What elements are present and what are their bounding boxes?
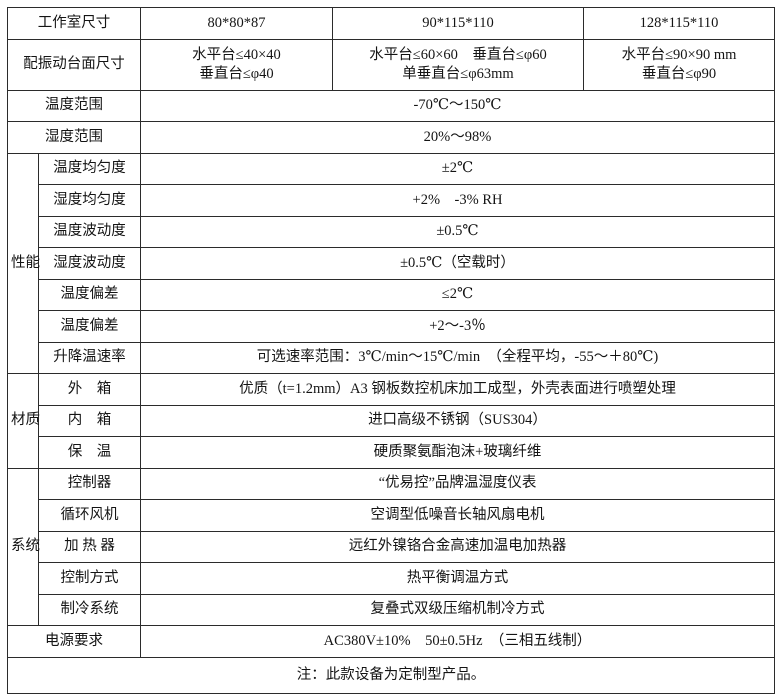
cell-temp-fluctuation-value: ±0.5℃ xyxy=(140,215,775,248)
row-label-temp-deviation: 温度偏差 xyxy=(38,278,141,311)
cell-inner-box-value: 进口高级不锈钢（SUS304） xyxy=(140,404,775,437)
row-label-chamber-size: 工作室尺寸 xyxy=(7,7,141,40)
table-row-temp-uniformity: 性能 温度均匀度 ±2℃ xyxy=(7,152,775,374)
table-row-refrigeration-system: 制冷系统 复叠式双级压缩机制冷方式 xyxy=(8,593,775,626)
note-text: 注：此款设备为定制型产品。 xyxy=(7,656,775,694)
table-row-circulation-fan: 循环风机 空调型低噪音长轴风扇电机 xyxy=(8,499,775,532)
row-label-circulation-fan: 循环风机 xyxy=(38,499,141,532)
row-label-power-requirement: 电源要求 xyxy=(7,625,141,658)
row-label-outer-box: 外 箱 xyxy=(38,373,141,406)
table-row-chamber-size: 工作室尺寸 80*80*87 90*115*110 128*115*110 xyxy=(7,7,775,40)
category-system: 系统 xyxy=(7,467,40,626)
cell-ramp-rate-value: 可选速率范围：3℃/min～15℃/min （全程平均，-55～＋80℃) xyxy=(140,341,775,374)
cell-chamber-size-model-1: 80*80*87 xyxy=(140,7,333,40)
cell-temp-uniformity-value: ±2℃ xyxy=(140,152,775,185)
row-label-temp-range: 温度范围 xyxy=(7,89,141,122)
row-label-vibration-table-size: 配振动台面尺寸 xyxy=(7,38,141,91)
cell-insulation-value: 硬质聚氨酯泡沫+玻璃纤维 xyxy=(140,436,775,469)
table-row-insulation: 保 温 硬质聚氨酯泡沫+玻璃纤维 xyxy=(8,436,775,469)
cell-chamber-size-model-2: 90*115*110 xyxy=(332,7,584,40)
row-label-ramp-rate: 升降温速率 xyxy=(38,341,141,374)
table-row-controller: 系统 控制器 “优易控”品牌温湿度仪表 xyxy=(7,467,775,626)
table-row-outer-box: 材质 外 箱 优质（t=1.2mm）A3 钢板数控机床加工成型，外壳表面进行喷塑… xyxy=(7,373,775,469)
table-row-power-requirement: 电源要求 AC380V±10% 50±0.5Hz （三相五线制） xyxy=(7,625,775,658)
row-label-inner-box: 内 箱 xyxy=(38,404,141,437)
cell-vibration-size-model-3-line-2: 垂直台≤φ90 xyxy=(641,65,717,82)
table-row-temp-range: 温度范围 -70℃～150℃ xyxy=(7,89,775,122)
cell-humidity-range-value: 20%～98% xyxy=(140,121,775,154)
category-performance: 性能 xyxy=(7,152,40,374)
cell-temp-deviation-2-value: +2～-3％ xyxy=(140,310,775,343)
cell-temp-range-value: -70℃～150℃ xyxy=(140,89,775,122)
cell-vibration-size-model-1: 水平台≤40×40 垂直台≤φ40 xyxy=(140,38,333,91)
table-row-temp-deviation: 温度偏差 ≤2℃ xyxy=(8,278,775,311)
cell-circulation-fan-value: 空调型低噪音长轴风扇电机 xyxy=(140,499,775,532)
cell-vibration-size-model-1-line-1: 水平台≤40×40 xyxy=(192,46,281,63)
cell-vibration-size-model-3: 水平台≤90×90 mm 垂直台≤φ90 xyxy=(583,38,775,91)
table-row-humidity-uniformity: 湿度均匀度 +2% -3% RH xyxy=(8,184,775,217)
row-label-control-method: 控制方式 xyxy=(38,562,141,595)
row-label-humidity-range: 湿度范围 xyxy=(7,121,141,154)
row-label-humidity-fluctuation: 湿度波动度 xyxy=(38,247,141,280)
cell-chamber-size-model-3: 128*115*110 xyxy=(583,7,775,40)
table-row-temp-fluctuation: 温度波动度 ±0.5℃ xyxy=(8,215,775,248)
category-material: 材质 xyxy=(7,373,40,469)
row-label-insulation: 保 温 xyxy=(38,436,141,469)
table-row-humidity-range: 湿度范围 20%～98% xyxy=(7,121,775,154)
table-row-control-method: 控制方式 热平衡调温方式 xyxy=(8,562,775,595)
specification-table: 工作室尺寸 80*80*87 90*115*110 128*115*110 配振… xyxy=(7,7,775,694)
cell-power-requirement-value: AC380V±10% 50±0.5Hz （三相五线制） xyxy=(140,625,775,658)
cell-control-method-value: 热平衡调温方式 xyxy=(140,562,775,595)
cell-refrigeration-system-value: 复叠式双级压缩机制冷方式 xyxy=(140,593,775,626)
table-row-ramp-rate: 升降温速率 可选速率范围：3℃/min～15℃/min （全程平均，-55～＋8… xyxy=(8,341,775,374)
row-label-temp-uniformity: 温度均匀度 xyxy=(38,152,141,185)
cell-humidity-fluctuation-value: ±0.5℃（空载时） xyxy=(140,247,775,280)
cell-vibration-size-model-1-line-2: 垂直台≤φ40 xyxy=(199,65,274,82)
row-label-humidity-uniformity: 湿度均匀度 xyxy=(38,184,141,217)
cell-vibration-size-model-2: 水平台≤60×60 垂直台≤φ60 单垂直台≤φ63mm xyxy=(332,38,584,91)
cell-outer-box-value: 优质（t=1.2mm）A3 钢板数控机床加工成型，外壳表面进行喷塑处理 xyxy=(140,373,775,406)
cell-controller-value: “优易控”品牌温湿度仪表 xyxy=(140,467,775,500)
table-row-note: 注：此款设备为定制型产品。 xyxy=(7,656,775,694)
cell-vibration-size-model-3-line-1: 水平台≤90×90 mm xyxy=(621,46,737,63)
row-label-temp-deviation-2: 温度偏差 xyxy=(38,310,141,343)
row-label-refrigeration-system: 制冷系统 xyxy=(38,593,141,626)
row-label-temp-fluctuation: 温度波动度 xyxy=(38,215,141,248)
cell-temp-deviation-value: ≤2℃ xyxy=(140,278,775,311)
table-row-vibration-table-size: 配振动台面尺寸 水平台≤40×40 垂直台≤φ40 水平台≤60×60 垂直台≤… xyxy=(7,38,775,91)
cell-humidity-uniformity-value: +2% -3% RH xyxy=(140,184,775,217)
cell-vibration-size-model-2-line-2: 单垂直台≤φ63mm xyxy=(402,65,514,82)
table-row-inner-box: 内 箱 进口高级不锈钢（SUS304） xyxy=(8,404,775,437)
row-label-controller: 控制器 xyxy=(38,467,141,500)
table-row-humidity-fluctuation: 湿度波动度 ±0.5℃（空载时） xyxy=(8,247,775,280)
cell-vibration-size-model-2-line-1: 水平台≤60×60 垂直台≤φ60 xyxy=(369,46,547,63)
table-row-temp-deviation-2: 温度偏差 +2～-3％ xyxy=(8,310,775,343)
